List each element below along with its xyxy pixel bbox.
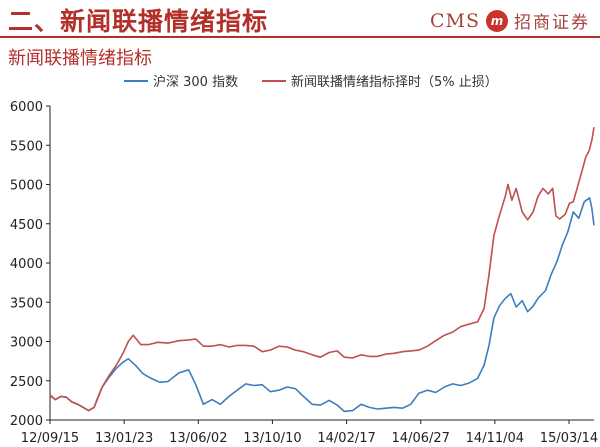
chart-axes: 2000 2500 3000 3500 4000 4500 5000 5500 6000 12/0… (10, 100, 598, 446)
y-tick-label: 3500 (10, 296, 43, 311)
chart-title: 新闻联播情绪指标 (8, 48, 152, 69)
x-tick-label: 14/11/04 (466, 431, 524, 446)
series-line-hs300 (49, 197, 595, 413)
y-tick-label: 2000 (10, 414, 43, 429)
brand-name: 招商证券 (514, 13, 590, 33)
legend-label-hs300: 沪深 300 指数 (153, 74, 238, 90)
brand-cms-text: CMS (429, 9, 480, 32)
y-tick-label: 6000 (10, 100, 43, 115)
y-tick-label: 5500 (10, 139, 43, 154)
x-tick-label: 15/03/14 (540, 431, 598, 446)
brand-logo-icon: m (486, 9, 508, 32)
title-divider (0, 36, 600, 38)
page-title: 二、新闻联播情绪指标 (8, 7, 269, 36)
x-tick-label: 12/09/15 (21, 431, 79, 446)
x-tick-label: 13/10/10 (243, 431, 301, 446)
x-tick-label: 14/06/27 (392, 431, 450, 446)
chart-legend: 沪深 300 指数 新闻联播情绪指标择时（5% 止损） (124, 74, 498, 90)
y-tick-label: 2500 (10, 375, 43, 390)
legend-label-strategy: 新闻联播情绪指标择时（5% 止损） (291, 74, 498, 90)
chart-series (49, 127, 595, 413)
y-tick-label: 5000 (10, 179, 43, 194)
y-tick-label: 4000 (10, 257, 43, 272)
x-tick-label: 14/02/17 (317, 431, 375, 446)
x-tick-label: 13/06/02 (169, 431, 227, 446)
series-line-strategy (49, 127, 595, 412)
brand-logo-block: CMS m 招商证券 (430, 8, 590, 33)
y-tick-label: 4500 (10, 218, 43, 233)
y-tick-label: 3000 (10, 336, 43, 351)
x-tick-label: 13/01/23 (95, 431, 153, 446)
